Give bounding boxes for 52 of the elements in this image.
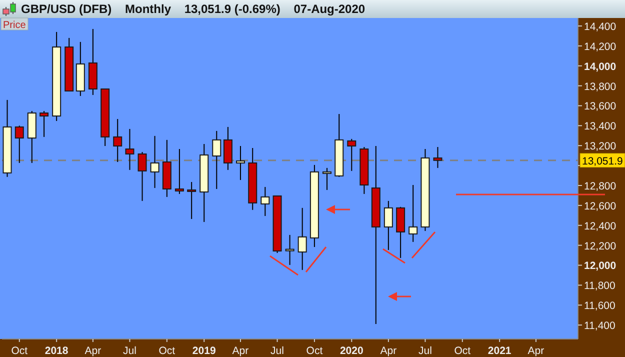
x-tick-label: Jul	[123, 345, 136, 357]
y-tick-label: 11,600	[584, 300, 616, 312]
candlestick	[150, 135, 160, 188]
x-tick-label: Apr	[84, 345, 102, 357]
candlestick	[433, 146, 442, 168]
x-tick-label: Oct	[454, 345, 471, 357]
x-tick-label: Oct	[11, 345, 28, 357]
y-tick-label: 12,800	[584, 180, 616, 192]
x-tick-label: 2018	[44, 345, 68, 357]
chart-title: GBP/USD (DFB) Monthly 13,051.9 (-0.69%) 07-Aug-2020	[21, 2, 366, 16]
x-tick-label: Jul	[270, 345, 284, 357]
candlestick	[138, 151, 147, 202]
y-tick-label: 12,600	[584, 200, 616, 212]
candlestick	[298, 207, 307, 270]
annotation: Price	[3, 20, 26, 31]
y-tick-label: 11,400	[584, 320, 616, 332]
x-tick-label: Jul	[418, 345, 432, 357]
candlestick	[40, 110, 49, 138]
candlestick	[285, 234, 294, 266]
y-tick-label: 12,400	[584, 220, 616, 232]
candlestick	[113, 118, 122, 162]
candlestick	[14, 125, 24, 164]
candlestick	[408, 184, 418, 242]
candlestick	[212, 130, 222, 190]
x-tick-label: Oct	[306, 345, 323, 357]
x-tick-label: 2021	[488, 345, 512, 357]
x-tick-label: Oct	[158, 345, 176, 357]
x-tick-label: Apr	[380, 345, 398, 357]
candlestick	[187, 181, 196, 220]
y-tick-label: 12,000	[584, 260, 616, 272]
ref-line-label: 13,051.9	[582, 155, 624, 168]
y-tick-label: 14,000	[584, 60, 616, 73]
candlestick	[384, 200, 393, 250]
y-tick-label: 14,200	[584, 40, 616, 53]
candlestick	[347, 138, 356, 172]
y-tick-label: 13,800	[584, 80, 616, 93]
x-tick-label: 2019	[192, 345, 216, 357]
candlestick	[174, 148, 184, 194]
candlestick	[322, 167, 332, 190]
candlestick	[260, 186, 270, 216]
candlestick	[125, 128, 134, 170]
x-tick-label: Apr	[232, 345, 250, 357]
x-tick-label: 2020	[340, 345, 364, 357]
x-tick-label: Apr	[528, 345, 545, 357]
y-tick-label: 14,400	[584, 20, 616, 33]
y-tick-label: 13,400	[584, 120, 616, 133]
y-tick-label: 11,800	[584, 280, 616, 292]
candlestick	[236, 146, 245, 180]
y-tick-label: 12,200	[584, 240, 616, 252]
candlestick	[223, 126, 232, 170]
y-tick-label: 13,600	[584, 100, 616, 113]
y-tick-label: 13,200	[584, 140, 616, 153]
